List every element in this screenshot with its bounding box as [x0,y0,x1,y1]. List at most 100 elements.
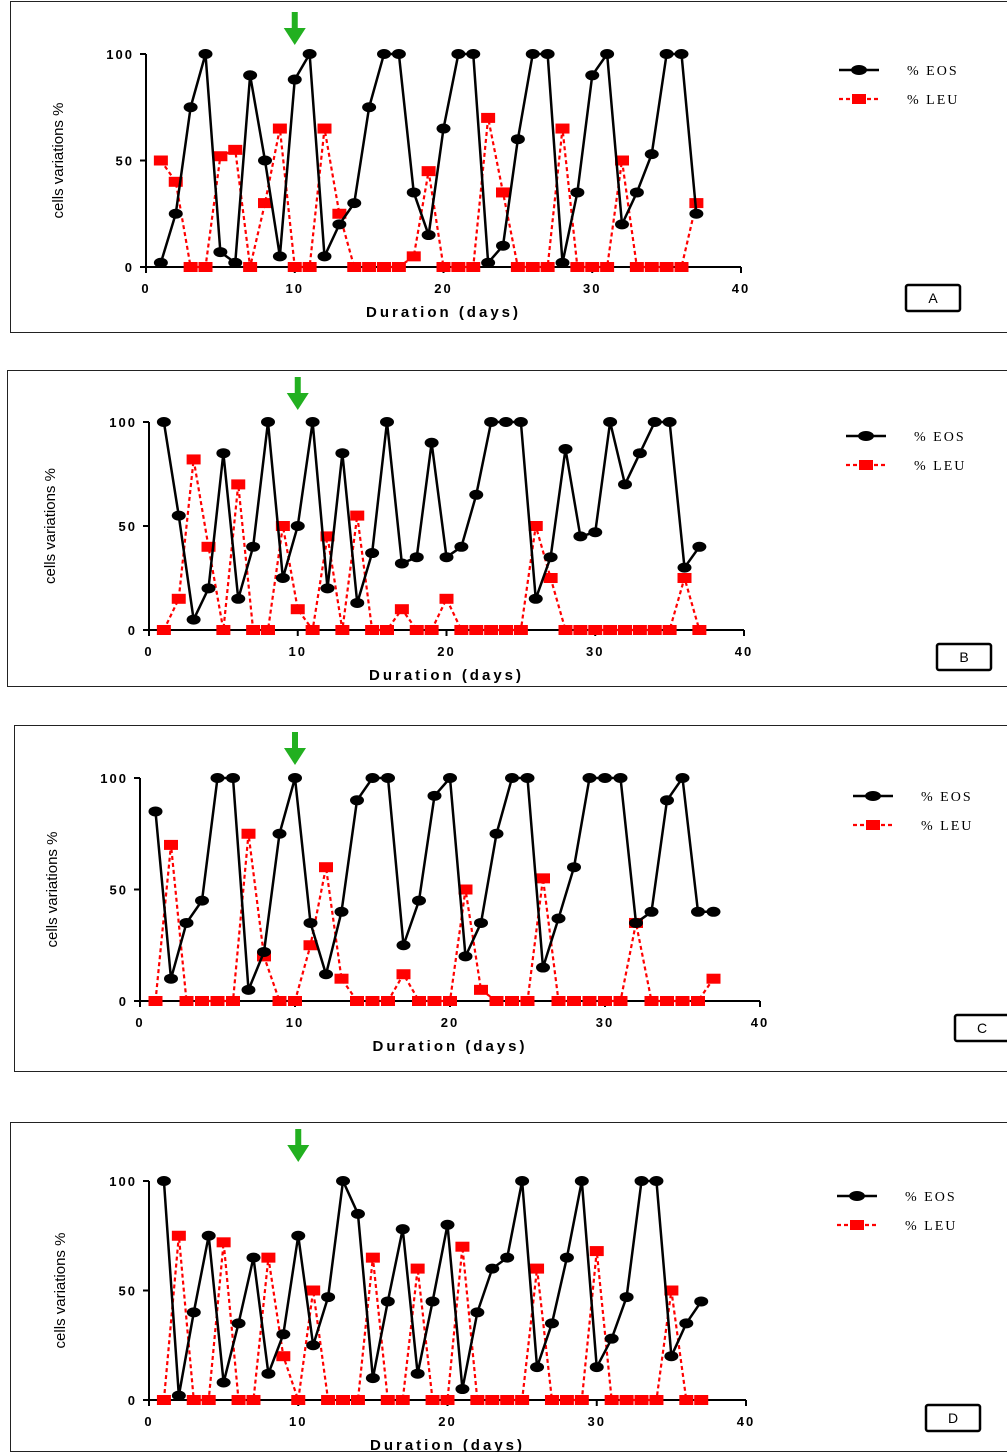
leu-point [692,625,707,635]
eos-point [551,913,566,924]
leu-point [451,262,466,272]
eos-point [261,417,275,427]
eos-point [515,1176,530,1186]
eos-point [406,187,421,198]
leu-point [694,1395,709,1405]
leu-point [380,1395,395,1405]
leu-point [443,996,457,1006]
leu-point [272,123,287,134]
legend-label: % EOS [907,64,959,79]
x-tick-label: 20 [441,1015,459,1030]
leu-point [290,604,305,615]
leu-point [425,1395,440,1405]
leu-point [515,1395,530,1405]
leu-point [618,625,632,635]
eos-point [216,1377,231,1388]
eos-point [347,198,362,209]
eos-point [691,906,705,917]
eos-point [513,417,528,427]
eos-point [424,437,439,448]
leu-point [365,996,380,1006]
eos-point [528,593,543,604]
eos-point [365,548,380,559]
x-tick-label: 30 [586,644,604,659]
eos-point [288,773,302,783]
eos-point [489,828,504,839]
eos-point [458,951,473,962]
leu-point [320,531,335,542]
y-tick-label: 100 [109,1174,137,1189]
x-tick-label: 40 [735,644,753,659]
eos-point [319,969,333,980]
y-axis-title: cells variations % [52,1233,69,1349]
leu-point [412,996,426,1006]
eos-point [272,828,287,839]
eos-point [499,417,513,427]
y-tick-label: 50 [119,1284,137,1299]
leu-point [604,1395,619,1405]
leu-point [377,262,391,272]
y-axis-title: cells variations % [44,832,61,948]
eos-point [439,552,454,563]
leu-point [231,479,246,490]
eos-point [210,773,225,783]
x-tick-label: 20 [434,281,452,296]
leu-point [513,625,528,635]
eos-point [664,1351,679,1362]
eos-point [186,1307,201,1318]
eos-point [275,573,290,583]
eos-point [613,773,628,783]
legend-entry: % EOS [853,790,971,805]
leu-point [570,262,585,272]
leu-point [303,940,318,951]
leu-point [679,1395,694,1405]
leu-point [474,984,488,995]
leu-point [201,1395,216,1405]
leu-point [675,996,690,1006]
leu-point [228,144,243,155]
treatment-arrow-icon [286,377,309,410]
eos-point [573,531,588,542]
eos-point [216,448,231,459]
leu-point [246,1395,261,1405]
leu-point [520,996,535,1006]
leu-point [424,625,439,635]
eos-point [619,1292,634,1303]
legend-label: % LEU [921,819,973,834]
leu-point [662,625,677,635]
leu-point [634,1395,649,1405]
leu-point [619,1395,634,1405]
eos-point [213,247,228,258]
eos-point [380,417,394,427]
leu-point [276,1351,291,1362]
legend-label: % EOS [905,1190,957,1205]
leu-point [555,123,570,134]
leu-point [275,521,290,531]
leu-point [148,996,163,1006]
leu-point [677,573,692,583]
x-tick-label: 30 [583,281,601,296]
chart-svg: 0 10 20 30 40 0 50 100 Duration (days) cells vari… [50,12,962,321]
leu-point [559,1395,574,1405]
eos-point [659,49,674,59]
leu-point [195,996,209,1006]
x-axis-title: Duration (days) [369,667,524,684]
eos-point [530,1362,545,1373]
eos-point [454,541,469,552]
leu-point [336,1395,351,1405]
eos-point [574,1176,589,1186]
panel-letter: B [959,649,968,665]
eos-point [706,906,721,917]
leu-point [496,187,510,198]
eos-point [410,1368,425,1379]
leu-point [350,510,365,521]
leu-point [530,1263,545,1274]
leu-point [396,969,411,980]
y-tick-label: 50 [119,519,137,534]
eos-point [226,773,240,783]
x-tick-label: 10 [289,1414,307,1429]
leu-point [306,1285,321,1296]
leu-point [481,112,496,123]
panel-label-box: D [924,1403,982,1433]
eos-point [662,417,677,427]
